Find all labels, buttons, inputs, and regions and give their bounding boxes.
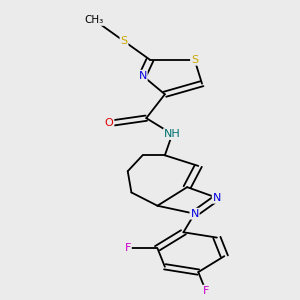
Text: F: F — [202, 286, 209, 296]
Text: S: S — [120, 36, 128, 46]
Text: N: N — [138, 71, 147, 81]
Text: NH: NH — [164, 129, 181, 139]
Text: CH₃: CH₃ — [85, 15, 104, 25]
Text: N: N — [190, 209, 199, 219]
Text: S: S — [191, 55, 198, 65]
Text: O: O — [105, 118, 113, 128]
Text: F: F — [124, 243, 131, 253]
Text: N: N — [213, 193, 221, 203]
